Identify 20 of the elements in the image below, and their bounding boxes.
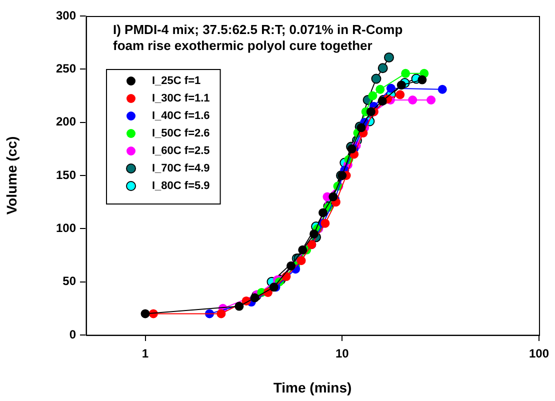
text: I) PMDI-4 mix; 37.5:62.5 R:T; 0.071% in R-Comp foam rise exothermic polyol cure together [113,22,403,54]
y-tick-label: 300 [56,8,76,22]
x-tick-label: 100 [528,346,550,361]
legend-label: I_40C f=1.6 [152,110,210,122]
y-tick-label: 50 [62,274,76,288]
y-tick-label: 200 [56,114,76,129]
y-tick-label: 250 [56,61,76,76]
y-axis-title: Volume (cc) [3,136,20,215]
y-tick-label: 150 [56,168,76,182]
x-tick-label: 1 [142,346,149,361]
legend-label: I_25C f=1 [152,75,201,88]
legend-label: I_50C f=2.6 [152,128,210,140]
legend-label: I_60C f=2.5 [152,145,210,158]
y-tick-label: 0 [69,327,76,342]
legend-label: I_80C f=5.9 [152,180,210,192]
x-tick-label: 10 [335,346,350,361]
x-axis-title: Time (mins) [273,379,352,396]
y-tick-label: 100 [56,220,76,235]
legend-label: I_70C f=4.9 [152,162,210,175]
legend-label: I_30C f=1.1 [152,92,210,105]
